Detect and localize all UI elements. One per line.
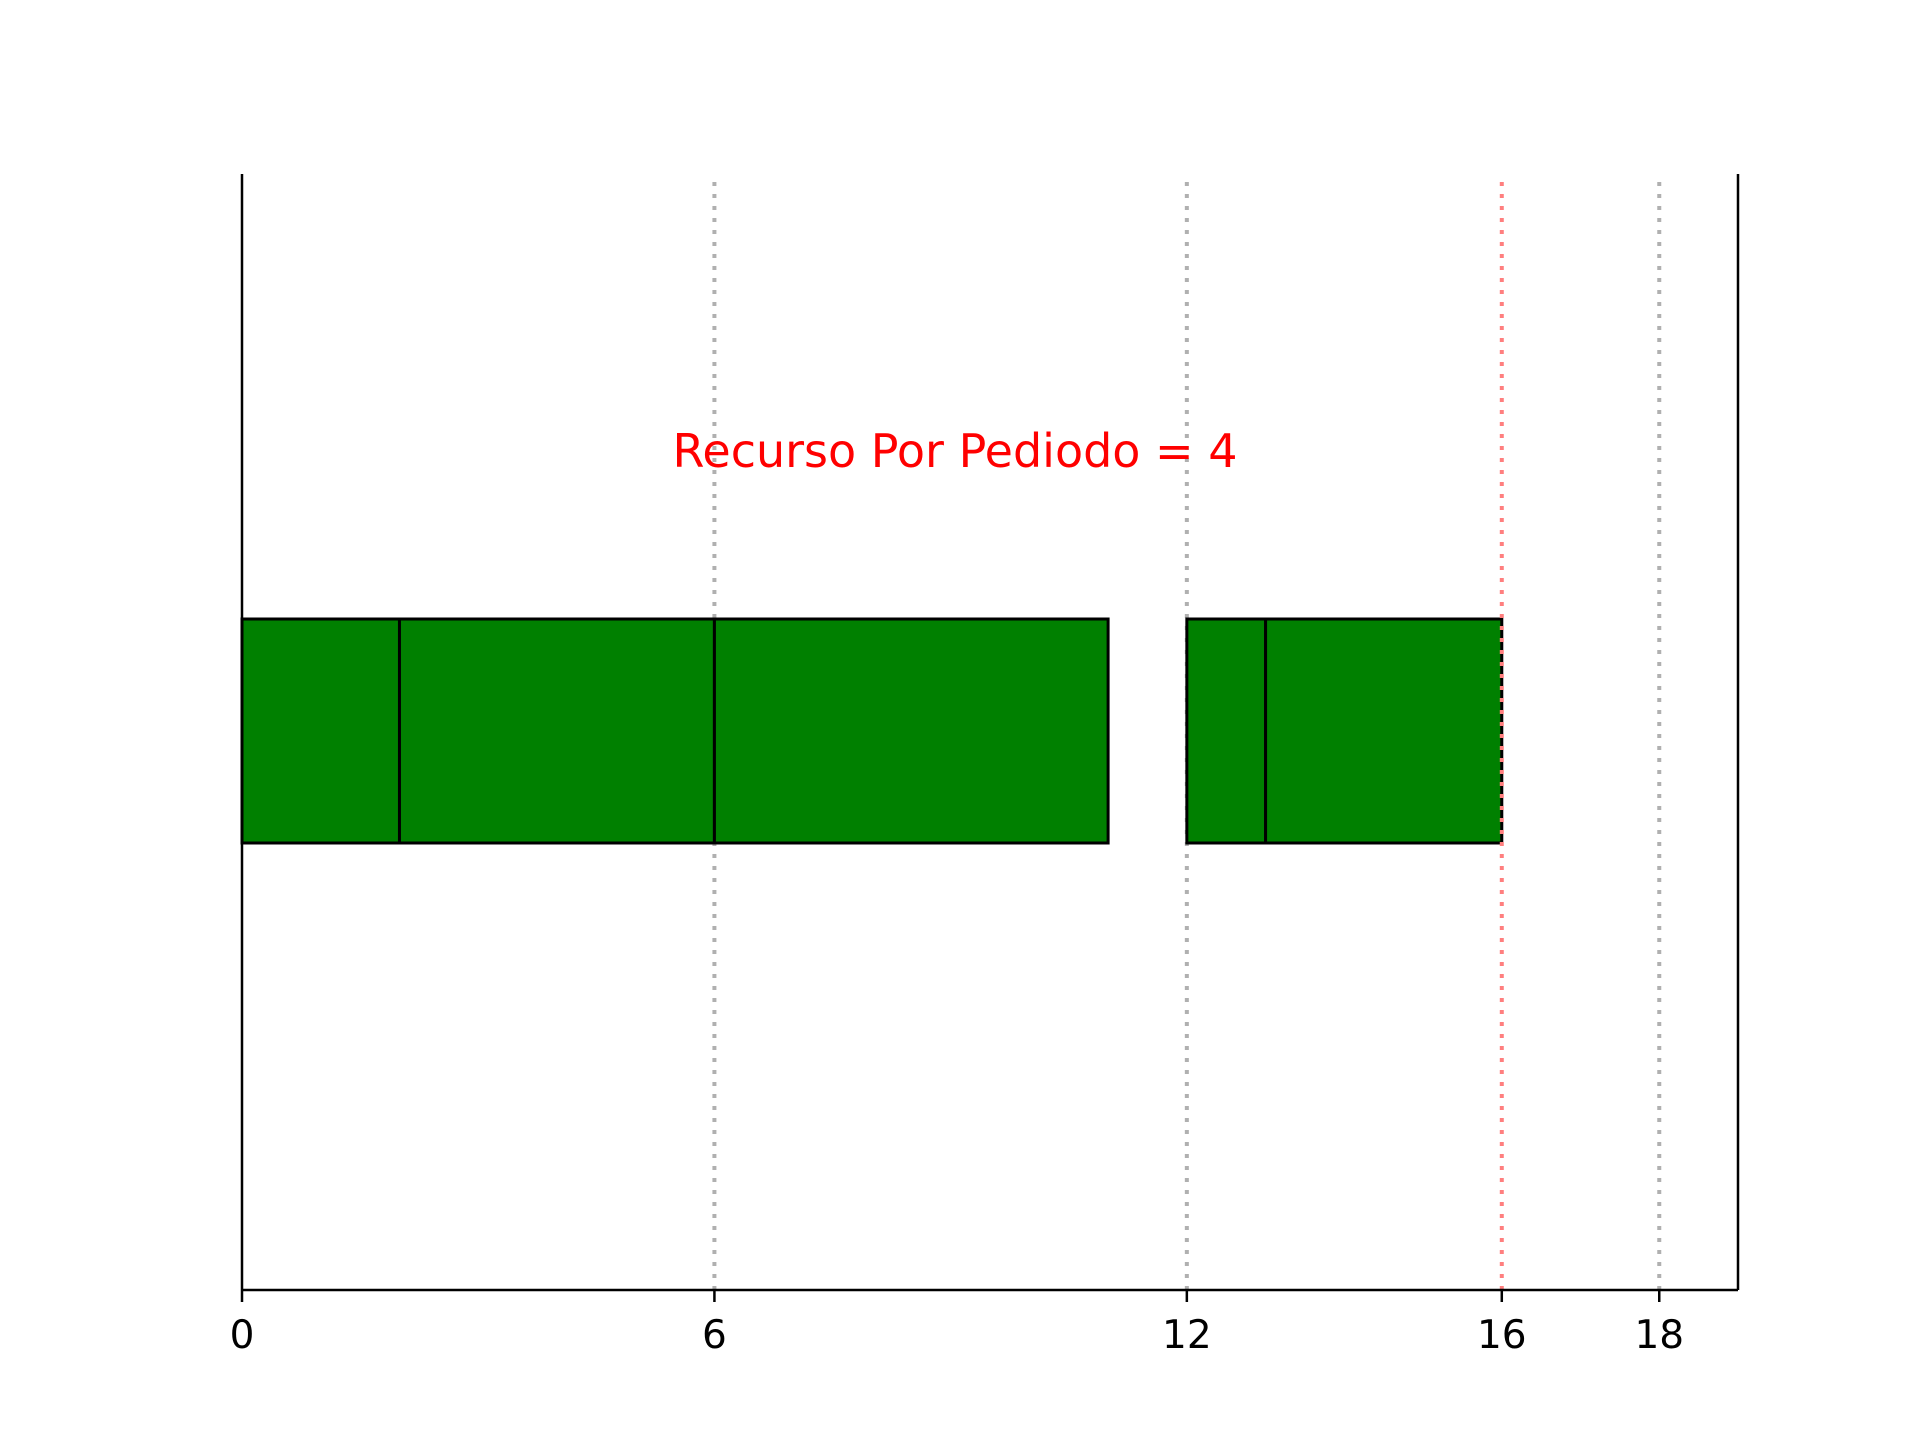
bar-segment-5 bbox=[1264, 617, 1504, 845]
bar-segment-1 bbox=[240, 617, 401, 845]
annotation-label: Recurso Por Pediodo = 4 bbox=[673, 424, 1238, 478]
x-tick-label-12: 12 bbox=[1162, 1313, 1212, 1358]
bar-segment-2 bbox=[397, 617, 716, 845]
x-tick-label-0: 0 bbox=[230, 1313, 255, 1358]
bar-segment-3 bbox=[712, 617, 1110, 845]
bar-segment-4 bbox=[1185, 617, 1268, 845]
x-ticks: 0 6 12 16 18 bbox=[230, 1290, 1684, 1358]
axes bbox=[240, 174, 1740, 1292]
bar-segments bbox=[240, 617, 1504, 845]
x-tick-label-16: 16 bbox=[1477, 1313, 1527, 1358]
x-tick-label-6: 6 bbox=[702, 1313, 727, 1358]
x-tick-label-18: 18 bbox=[1634, 1313, 1684, 1358]
